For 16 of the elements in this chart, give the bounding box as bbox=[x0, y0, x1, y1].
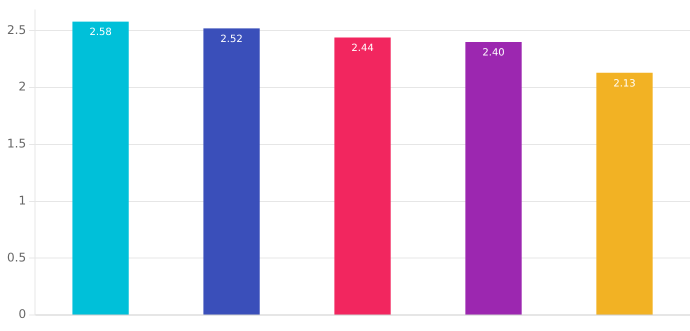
y-tick-label: 0 bbox=[18, 307, 26, 322]
data-label: 2.40 bbox=[482, 48, 505, 59]
y-tick-label: 2 bbox=[18, 80, 26, 94]
bar bbox=[72, 22, 129, 314]
y-tick-label: 2.5 bbox=[6, 22, 26, 37]
bar bbox=[596, 72, 653, 314]
data-label: 2.58 bbox=[89, 27, 112, 38]
data-label: 2.52 bbox=[220, 34, 243, 45]
bar bbox=[465, 42, 522, 314]
y-tick-label: 1 bbox=[18, 193, 26, 208]
data-label: 2.44 bbox=[351, 43, 374, 54]
data-label: 2.13 bbox=[613, 78, 636, 90]
y-tick-label: 0.5 bbox=[6, 250, 26, 264]
bar bbox=[334, 37, 391, 314]
y-tick-label: 1.5 bbox=[6, 136, 26, 151]
bar bbox=[203, 28, 260, 314]
